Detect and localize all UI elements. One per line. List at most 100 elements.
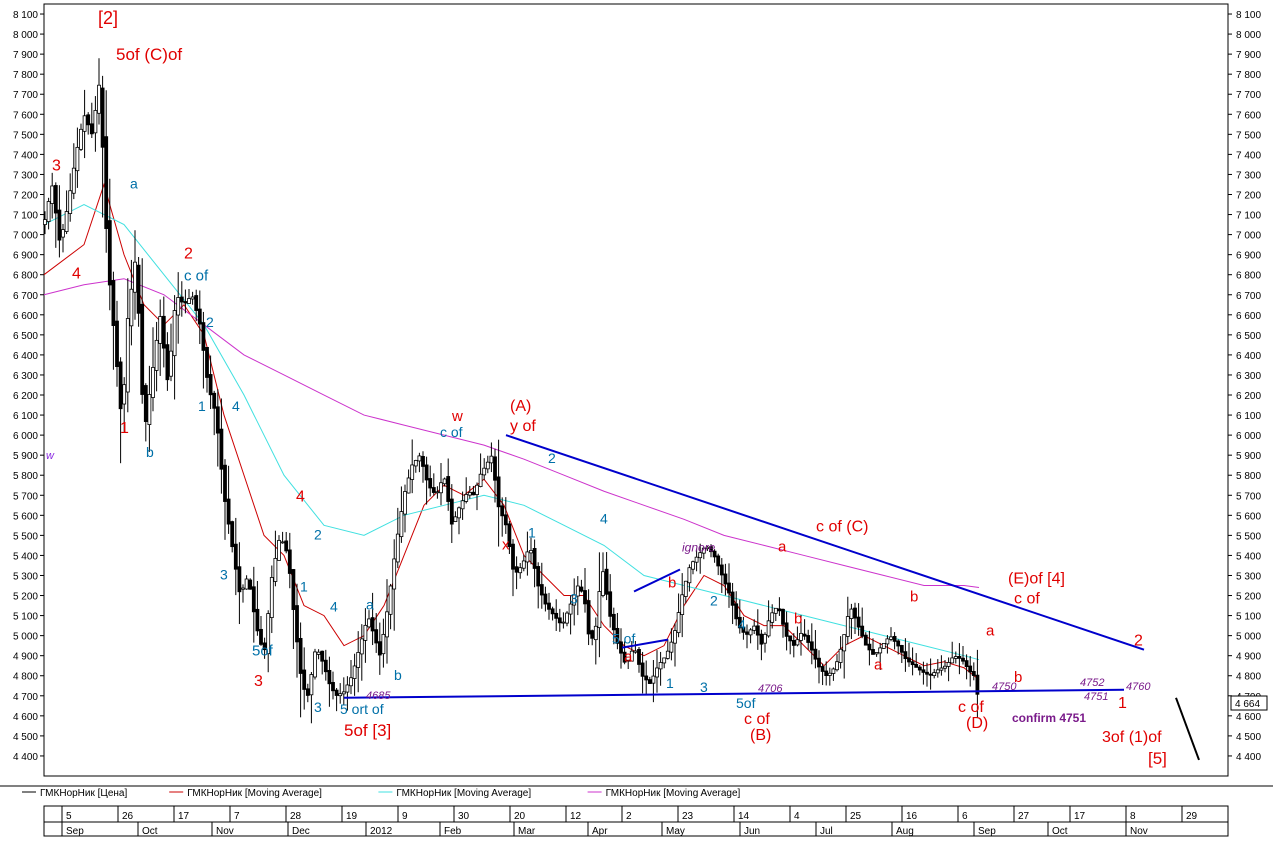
price-bar-body [100, 87, 105, 148]
price-bar-body [251, 586, 256, 613]
price-bar-body [215, 406, 220, 434]
month-label: Nov [216, 826, 234, 837]
price-bar-body [842, 634, 847, 652]
price-bar-body [568, 603, 573, 615]
y-tick-label-right: 7 700 [1236, 90, 1261, 101]
wave-annotation: 3of (1)of [1102, 729, 1162, 746]
y-tick-label-left: 7 600 [13, 110, 38, 121]
price-bar-body [93, 110, 98, 134]
price-bar-body [367, 618, 371, 628]
wave-annotation: b [668, 575, 676, 592]
price-bar-body [784, 622, 789, 637]
month-label: Jun [744, 826, 760, 837]
price-bar-body [547, 602, 551, 610]
y-tick-label-right: 4 600 [1236, 712, 1261, 723]
y-tick-label-left: 6 500 [13, 331, 38, 342]
wave-annotation: 3 [254, 673, 263, 690]
price-bar-body [53, 185, 58, 214]
price-bar-body [233, 543, 238, 570]
legend-label: ГМКНорНик [Moving Average] [396, 788, 531, 799]
month-label: Jul [820, 826, 833, 837]
month-label: Oct [1052, 826, 1068, 837]
price-bar-body [230, 521, 235, 548]
price-bar-body [525, 551, 530, 563]
y-tick-label-right: 6 300 [1236, 371, 1261, 382]
y-tick-label-right: 5 900 [1236, 451, 1261, 462]
day-tick-label: 9 [402, 811, 408, 822]
time-axis-box [43, 805, 1229, 837]
price-bar-body [453, 516, 458, 522]
y-tick-label-right: 5 200 [1236, 592, 1261, 603]
wave-annotation: 5of [736, 695, 756, 711]
price-bar-body [269, 577, 274, 618]
day-tick-label: 6 [962, 811, 968, 822]
price-bar-body [755, 625, 760, 636]
wave-annotation: c of [958, 699, 984, 716]
price-bar-body [694, 556, 699, 563]
y-tick-label-right: 5 700 [1236, 491, 1261, 502]
price-bar-body [125, 318, 130, 393]
price-bar-body [647, 679, 652, 684]
price-bar-body [575, 585, 580, 597]
price-bar-body [896, 640, 901, 647]
y-tick-label-left: 5 100 [13, 612, 38, 623]
price-bar-body [316, 651, 321, 655]
price-bar-body [385, 611, 389, 638]
wave-annotation: 3 [570, 591, 578, 607]
y-tick-label-left: 5 600 [13, 511, 38, 522]
wave-annotation: (D) [966, 715, 988, 732]
y-tick-label-right: 8 100 [1236, 10, 1261, 21]
price-bar-body [727, 582, 731, 594]
y-tick-label-left: 8 000 [13, 30, 38, 41]
price-bar-body [381, 633, 386, 655]
price-bar-body [467, 492, 472, 496]
price-bar-body [345, 684, 350, 693]
wave-annotation: b [146, 444, 154, 460]
price-bar-body [359, 638, 364, 655]
wave-annotation: b [794, 611, 802, 628]
trendline [505, 434, 1145, 651]
wave-annotation: 4706 [758, 683, 783, 695]
price-bar-body [889, 636, 893, 640]
y-tick-label-left: 5 000 [13, 632, 38, 643]
price-bar-body [241, 587, 245, 590]
price-bar-body [305, 688, 310, 696]
price-bar-body [957, 655, 962, 659]
wave-annotation: 4750 [992, 681, 1017, 693]
price-bar-body [75, 146, 80, 172]
price-bar-body [849, 608, 854, 619]
wave-annotation: 2 [314, 526, 322, 542]
price-bar-body [741, 626, 746, 633]
price-bar-body [511, 543, 515, 570]
price-bar-body [428, 478, 433, 489]
price-bar-body [968, 665, 973, 673]
price-bar-body [622, 651, 627, 663]
last-price-label: 4 664 [1235, 699, 1260, 710]
price-bar-body [698, 552, 703, 559]
price-bar-body [964, 660, 969, 668]
day-tick-label: 14 [738, 811, 750, 822]
wave-annotation: (B) [750, 727, 771, 744]
y-tick-label-left: 7 300 [13, 170, 38, 181]
price-bar-body [190, 296, 195, 300]
price-bar-body [50, 185, 55, 204]
wave-annotation: (A) [510, 398, 531, 415]
y-tick-label-right: 4 800 [1236, 672, 1261, 683]
price-bar-body [165, 344, 170, 381]
price-bar-body [752, 625, 757, 631]
price-bar-body [604, 568, 609, 595]
price-bar-body [471, 491, 476, 496]
price-bar-body [903, 651, 908, 660]
wave-annotation: 5of [252, 643, 274, 660]
price-bar-body [489, 455, 494, 464]
price-bar-body [676, 612, 681, 634]
y-tick-label-right: 6 800 [1236, 271, 1261, 282]
price-bar-body [82, 115, 87, 132]
price-bar-body [43, 219, 47, 225]
price-bar-body [532, 548, 537, 569]
legend-label: ГМКНорНик [Moving Average] [606, 788, 741, 799]
month-label: Feb [444, 826, 462, 837]
day-tick-label: 8 [1130, 811, 1136, 822]
price-bar-body [496, 476, 501, 508]
